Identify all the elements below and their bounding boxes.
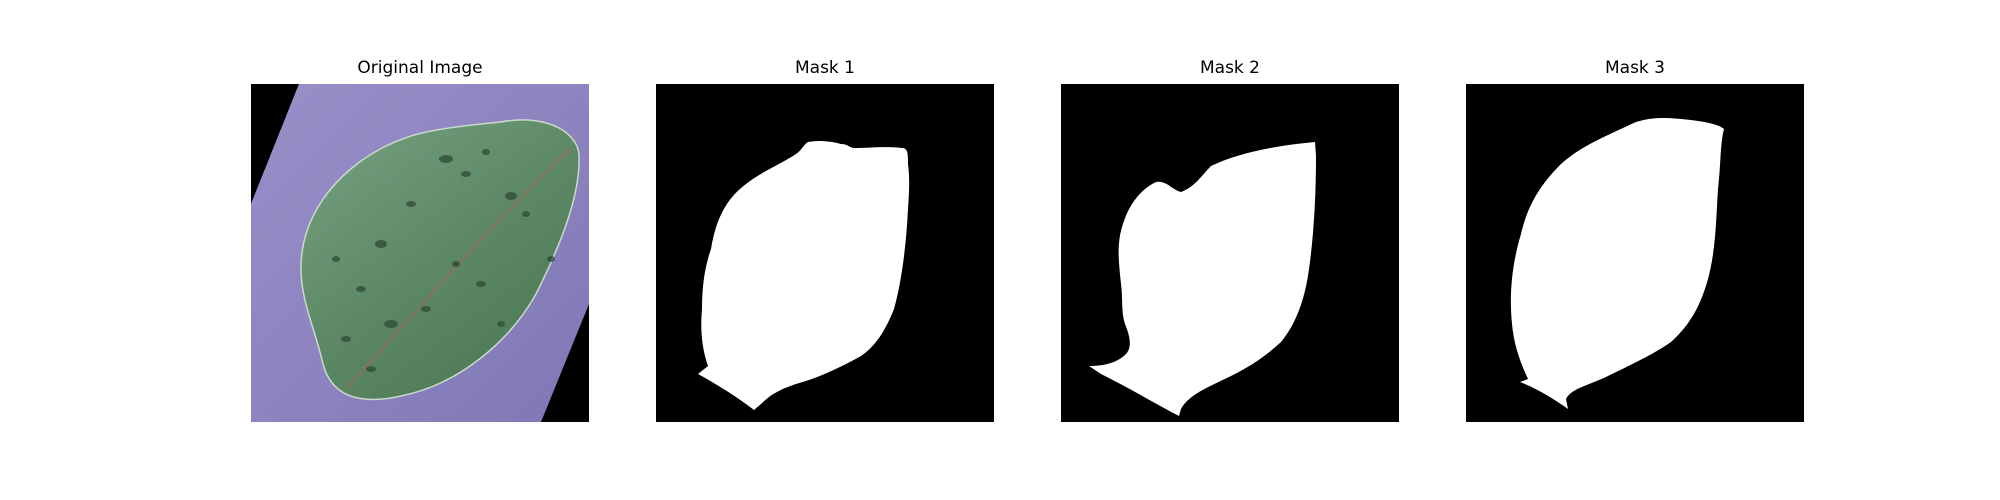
- original-leaf-photo: [251, 84, 589, 422]
- panel-title: Mask 1: [794, 58, 855, 78]
- mask-2-image: [1061, 84, 1399, 422]
- mask-1-image: [656, 84, 994, 422]
- panel-title: Original Image: [357, 58, 483, 78]
- panel-title: Mask 3: [1604, 58, 1665, 78]
- mask-3-image: [1466, 84, 1804, 422]
- panel-title: Mask 2: [1199, 58, 1260, 78]
